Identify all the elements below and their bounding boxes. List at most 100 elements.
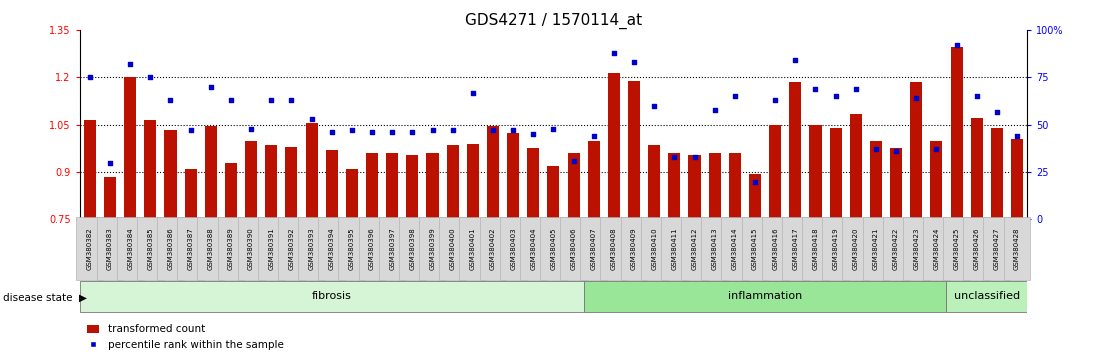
Bar [346, 169, 358, 219]
Text: GSM380394: GSM380394 [329, 227, 335, 270]
Text: GSM380393: GSM380393 [308, 227, 315, 270]
Point [827, 93, 844, 99]
Bar [789, 82, 801, 219]
Bar [427, 153, 439, 219]
Bar [466, 144, 479, 219]
Point [868, 147, 885, 152]
Title: GDS4271 / 1570114_at: GDS4271 / 1570114_at [465, 12, 642, 29]
Point [907, 96, 925, 101]
FancyBboxPatch shape [80, 281, 584, 312]
Text: GSM380417: GSM380417 [792, 227, 799, 270]
Text: GSM380427: GSM380427 [994, 227, 999, 270]
Point [403, 130, 421, 135]
Point [968, 93, 986, 99]
Point [585, 133, 603, 139]
Bar [387, 153, 398, 219]
Point [464, 90, 482, 96]
Point [988, 109, 1006, 114]
Bar [104, 177, 116, 219]
Bar [185, 169, 197, 219]
Bar [225, 163, 237, 219]
Text: GSM380418: GSM380418 [812, 227, 819, 270]
Point [565, 158, 583, 164]
Text: GSM380419: GSM380419 [832, 227, 839, 270]
Text: GSM380384: GSM380384 [127, 227, 133, 270]
Bar [306, 123, 318, 219]
Text: GSM380400: GSM380400 [450, 227, 455, 270]
Point [101, 160, 119, 165]
Text: GSM380391: GSM380391 [268, 227, 275, 270]
Point [283, 97, 300, 103]
Text: GSM380409: GSM380409 [632, 227, 637, 270]
Text: GSM380399: GSM380399 [430, 227, 435, 270]
Text: GSM380414: GSM380414 [732, 227, 738, 270]
Bar [810, 125, 821, 219]
Point [302, 116, 320, 122]
Text: GSM380387: GSM380387 [187, 227, 194, 270]
Point [504, 128, 522, 133]
Bar [124, 78, 136, 219]
Bar [870, 141, 882, 219]
Point [182, 128, 199, 133]
Text: GSM380385: GSM380385 [147, 227, 153, 270]
Text: unclassified: unclassified [954, 291, 1019, 302]
Bar [991, 128, 1003, 219]
Text: GSM380420: GSM380420 [853, 227, 859, 270]
Text: GSM380383: GSM380383 [107, 227, 113, 270]
Legend: transformed count, percentile rank within the sample: transformed count, percentile rank withi… [83, 320, 288, 354]
Point [645, 103, 663, 109]
Point [888, 148, 905, 154]
Text: GSM380408: GSM380408 [611, 227, 617, 270]
Bar [931, 141, 943, 219]
Point [787, 58, 804, 63]
Text: GSM380425: GSM380425 [954, 228, 960, 270]
Text: GSM380424: GSM380424 [933, 228, 940, 270]
Text: GSM380396: GSM380396 [369, 227, 375, 270]
FancyBboxPatch shape [946, 281, 1027, 312]
Point [263, 97, 280, 103]
Point [142, 75, 160, 80]
Bar [144, 120, 156, 219]
Bar [890, 148, 902, 219]
Text: GSM380392: GSM380392 [288, 227, 295, 270]
Point [947, 42, 965, 48]
Text: GSM380395: GSM380395 [349, 227, 355, 270]
Point [322, 130, 340, 135]
Text: disease state  ▶: disease state ▶ [3, 293, 88, 303]
Bar [709, 153, 720, 219]
Text: GSM380412: GSM380412 [691, 227, 698, 270]
Bar [749, 174, 761, 219]
Text: GSM380404: GSM380404 [531, 227, 536, 270]
Text: GSM380423: GSM380423 [913, 227, 920, 270]
Point [343, 128, 361, 133]
Point [162, 97, 179, 103]
Point [243, 126, 260, 131]
Bar [850, 114, 862, 219]
Point [847, 86, 864, 92]
Text: inflammation: inflammation [728, 291, 802, 302]
Bar [628, 81, 640, 219]
Point [222, 97, 239, 103]
Text: GSM380401: GSM380401 [470, 227, 475, 270]
Bar [205, 126, 217, 219]
Bar [265, 145, 277, 219]
Point [746, 179, 763, 184]
FancyBboxPatch shape [584, 281, 946, 312]
Point [807, 86, 824, 92]
Bar [326, 150, 338, 219]
Bar [164, 130, 176, 219]
Bar [648, 145, 660, 219]
Point [625, 59, 643, 65]
Point [444, 128, 462, 133]
Bar [507, 133, 520, 219]
Bar [688, 155, 700, 219]
Bar [486, 126, 499, 219]
Bar [84, 120, 96, 219]
Point [363, 130, 381, 135]
Text: GSM380402: GSM380402 [490, 227, 496, 270]
Point [121, 61, 138, 67]
Point [686, 154, 704, 160]
Text: GSM380406: GSM380406 [571, 227, 576, 270]
Bar [1010, 139, 1023, 219]
Text: GSM380407: GSM380407 [591, 227, 597, 270]
